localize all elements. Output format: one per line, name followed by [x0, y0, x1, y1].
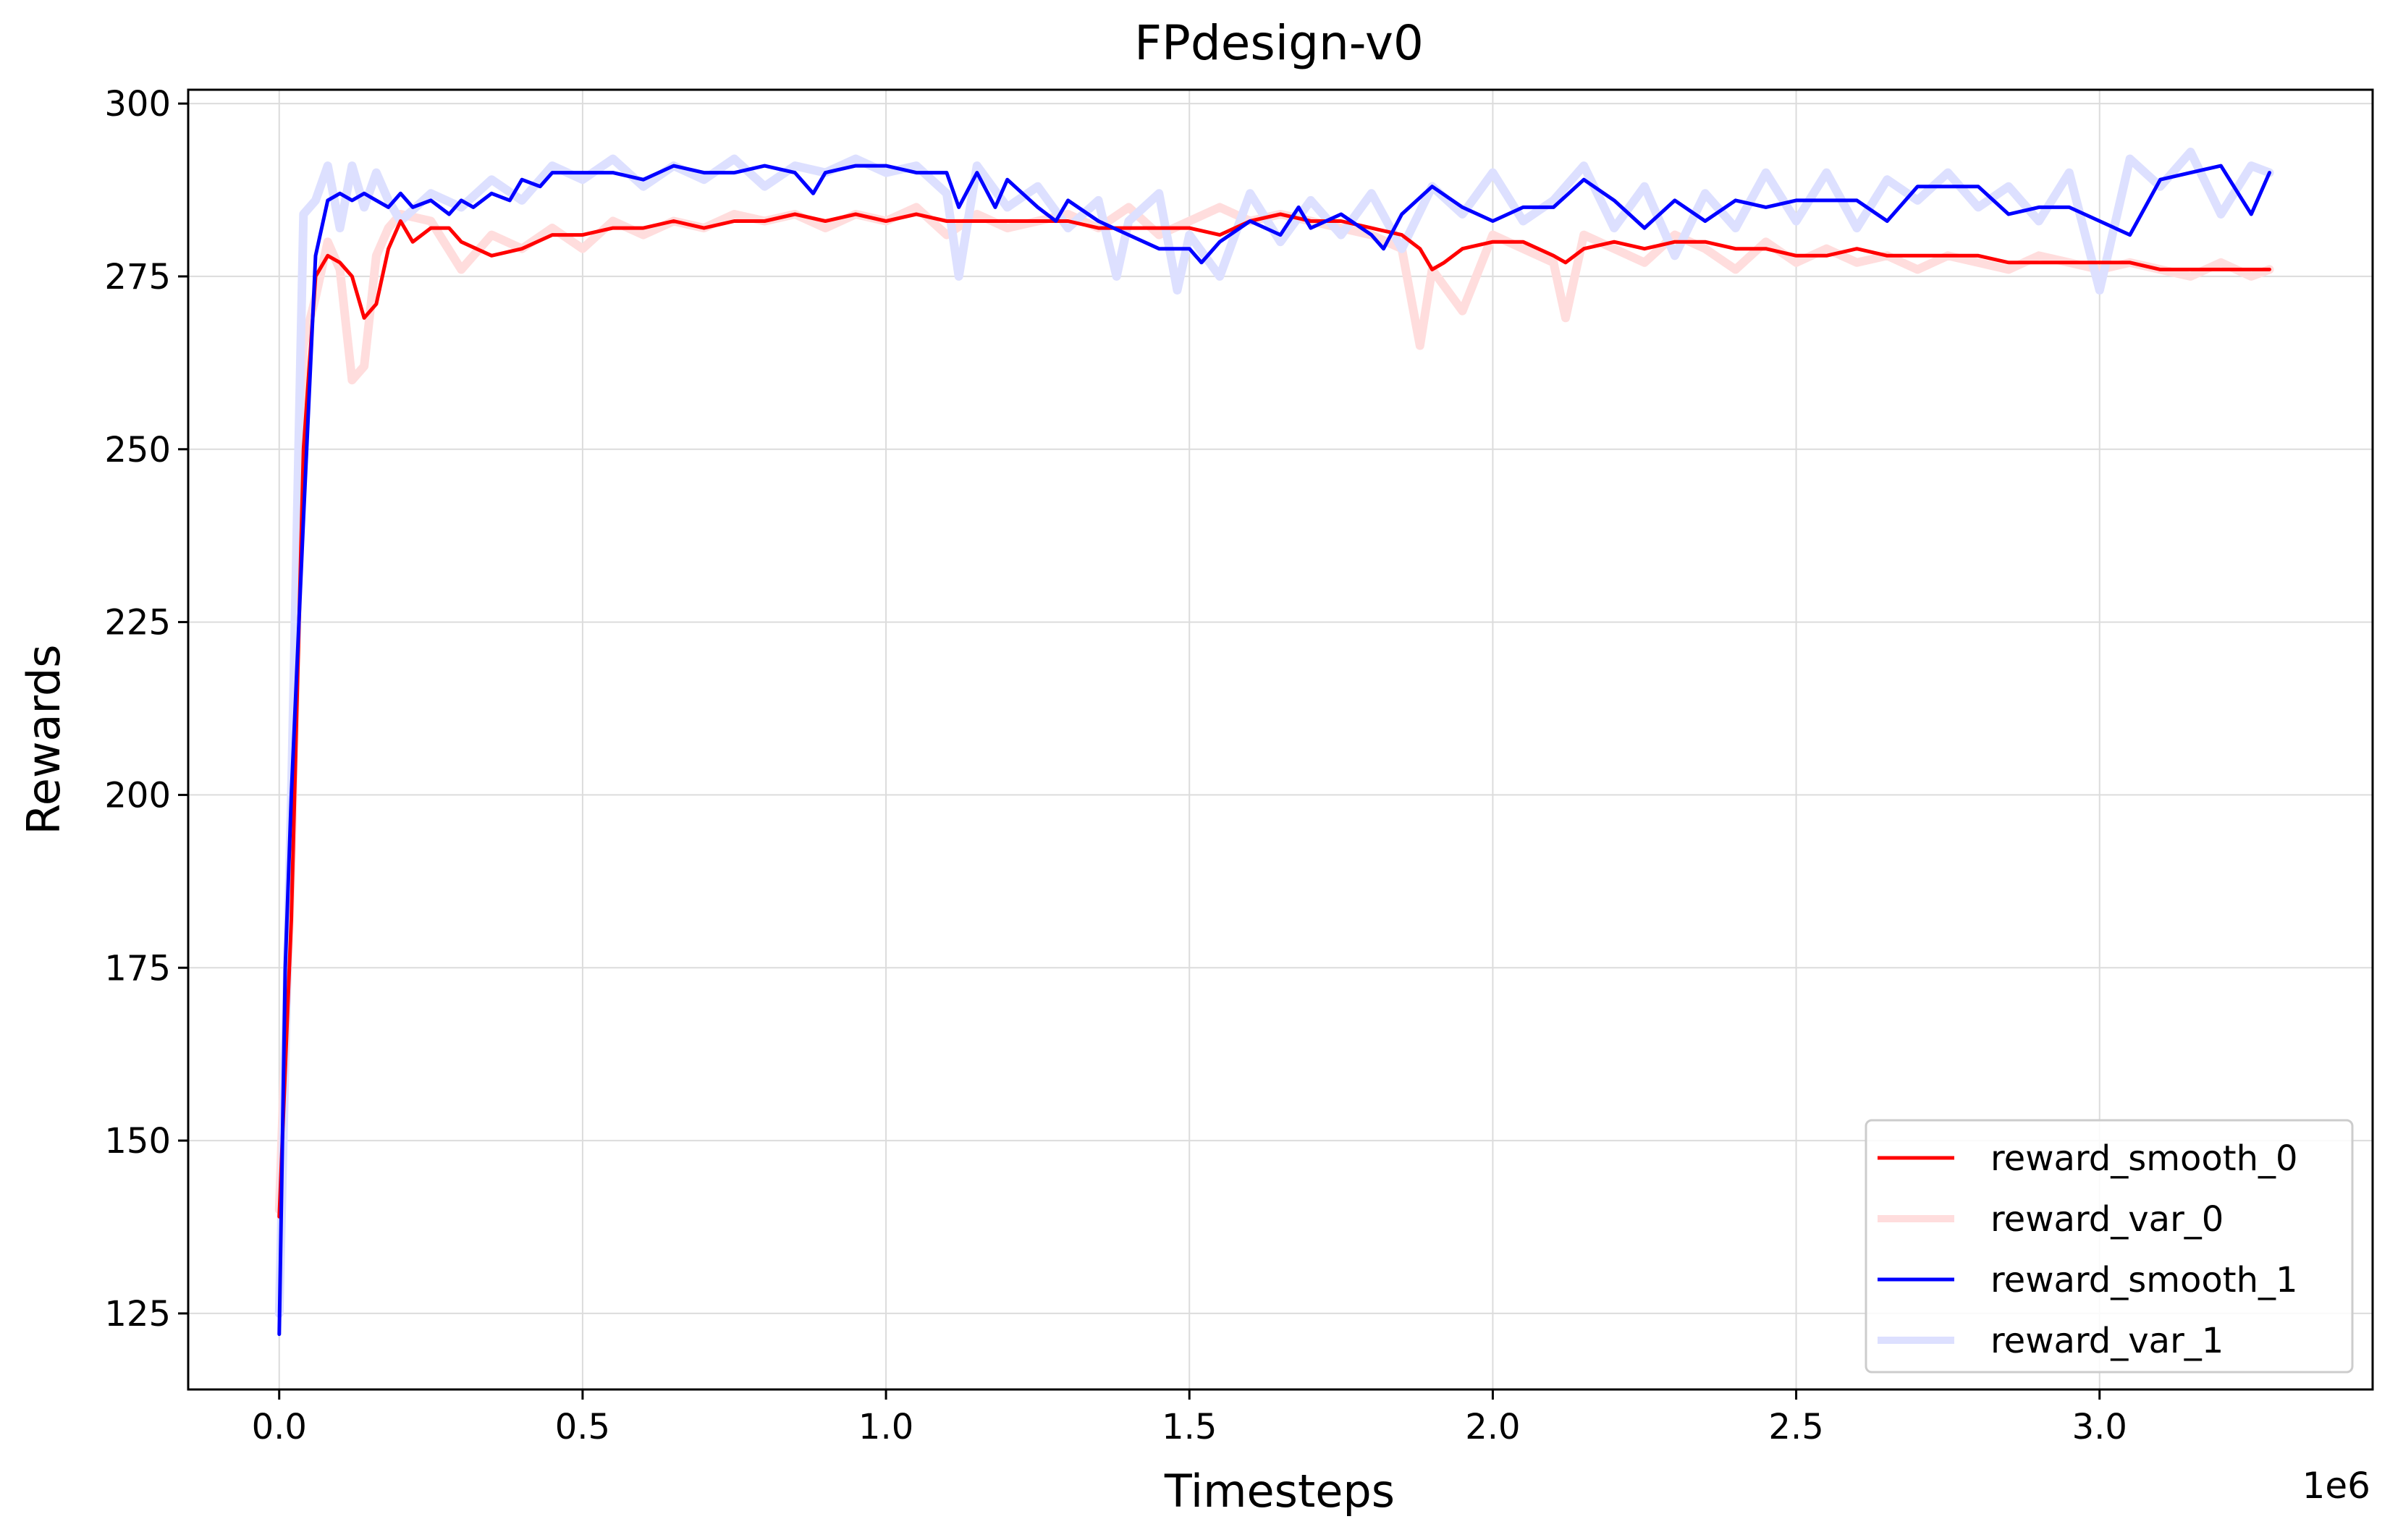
- series-layer: [274, 148, 2274, 1337]
- y-tick-label: 150: [104, 1121, 171, 1162]
- y-tick-label: 275: [104, 257, 171, 297]
- y-tick-label: 175: [104, 948, 171, 989]
- plot-frame: [187, 88, 2374, 1391]
- legend-box: [1865, 1119, 2354, 1374]
- x-tick-label: 2.5: [1768, 1407, 1823, 1447]
- x-tick-label: 1.0: [858, 1407, 913, 1447]
- x-tick-label: 0.5: [555, 1407, 610, 1447]
- x-tick-label: 3.0: [2072, 1407, 2127, 1447]
- x-tick-label: 0.0: [252, 1407, 307, 1447]
- series-line-reward-smooth-1: [277, 164, 2271, 1337]
- legend-label: reward_smooth_0: [1990, 1138, 2298, 1179]
- series-line-reward-smooth-0: [277, 212, 2271, 1219]
- series-line-reward-var-1: [274, 148, 2274, 1318]
- x-offset-label: 1e6: [2302, 1465, 2370, 1507]
- series-line-reward-var-0: [274, 203, 2274, 1214]
- y-tick-label: 250: [104, 430, 171, 470]
- y-axis-label: Rewards: [17, 644, 70, 834]
- ticks-layer: 0.0 0.5 1.0 1.5 2.0 2.5 3.0 125 150 175 200 225 250 2…: [104, 84, 2127, 1447]
- y-tick-label: 225: [104, 603, 171, 643]
- x-tick-label: 1.5: [1162, 1407, 1217, 1447]
- legend: reward_smooth_0 reward_var_0 reward_smooth…: [1865, 1119, 2354, 1374]
- y-tick-label: 200: [104, 775, 171, 816]
- y-tick-label: 300: [104, 84, 171, 124]
- y-tick-label: 125: [104, 1294, 171, 1334]
- legend-label: reward_var_1: [1990, 1321, 2224, 1361]
- legend-label: reward_var_0: [1990, 1199, 2224, 1240]
- x-axis-label: Timesteps: [1164, 1465, 1395, 1518]
- x-tick-label: 2.0: [1465, 1407, 1520, 1447]
- grid-layer: [188, 90, 2373, 1389]
- chart-title: FPdesign-v0: [1134, 15, 1424, 71]
- legend-label: reward_smooth_1: [1990, 1260, 2298, 1300]
